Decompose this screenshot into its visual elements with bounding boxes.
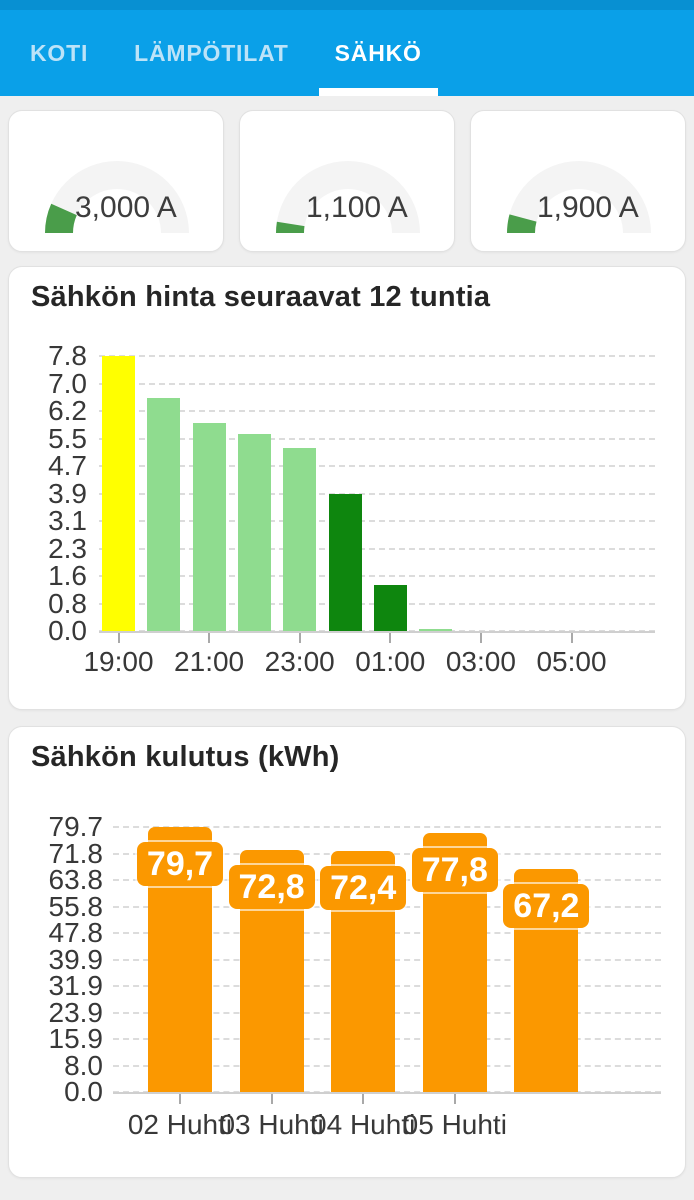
bar-value-badge: 72,4 — [320, 866, 407, 911]
x-axis-tick — [117, 633, 120, 643]
x-axis-tick — [179, 1094, 181, 1104]
gauge-card-2[interactable]: 1,100 A — [239, 110, 455, 252]
bar-value-badge: 67,2 — [503, 883, 590, 928]
active-tab-indicator — [319, 88, 438, 96]
x-axis-tick — [208, 633, 211, 643]
consumption-chart-card: Sähkön kulutus (kWh) 79.7 71.8 63.8 55.8 47.… — [8, 726, 686, 1178]
y-axis-label: 47.8 — [48, 917, 104, 948]
gauge-value: 3,000 A — [75, 191, 177, 224]
y-axis-label: 0.0 — [64, 1076, 103, 1107]
x-axis-label: 03 Huhti — [219, 1109, 324, 1140]
x-axis-tick — [453, 1094, 456, 1104]
y-axis-label: 39.9 — [48, 943, 104, 975]
x-axis-tick — [570, 633, 573, 643]
y-axis-label: 8.0 — [64, 1049, 103, 1081]
gauge-card-3[interactable]: 1,900 A — [470, 110, 686, 252]
y-axis-label: 7.8 — [48, 340, 87, 371]
y-axis-label: 0.0 — [48, 615, 87, 646]
price-bar-00:00 — [328, 493, 362, 631]
price-chart-card: Sähkön hinta seuraavat 12 tuntia 7.8 7.0 6… — [8, 266, 686, 710]
status-bar — [0, 0, 694, 10]
app-header: KOTI LÄMPÖTILAT SÄHKÖ — [0, 0, 694, 96]
gauge-arc — [276, 161, 420, 233]
consumption-chart-plot: 79.7 71.8 63.8 55.8 47.8 39.9 31.9 23.9 15.9 8.0 0… — [9, 727, 685, 1177]
gridline — [99, 575, 655, 577]
y-axis-label: 63.8 — [48, 864, 104, 895]
tab-koti[interactable]: KOTI — [30, 39, 89, 66]
price-bar-23:00 — [283, 447, 317, 631]
price-bar-21:00 — [192, 422, 226, 631]
tab-bar: KOTI LÄMPÖTILAT SÄHKÖ — [0, 10, 694, 96]
gridline — [99, 547, 655, 550]
gauge-value: 1,100 A — [306, 191, 408, 224]
gridline — [99, 355, 655, 357]
x-axis-label: 01:00 — [355, 646, 426, 677]
y-axis-label: 5.5 — [48, 422, 87, 454]
gauge-card-1[interactable]: 3,000 A — [8, 110, 224, 252]
y-axis-label: 6.2 — [48, 395, 87, 426]
gridline — [113, 826, 661, 828]
y-axis-label: 23.9 — [48, 996, 104, 1028]
price-bar-02:00 — [419, 629, 453, 631]
x-axis-line — [113, 1092, 661, 1094]
tab-sahko[interactable]: SÄHKÖ — [334, 39, 422, 66]
gauge-value: 1,900 A — [537, 191, 639, 224]
y-axis-label: 31.9 — [48, 970, 104, 1001]
gridline — [99, 410, 655, 412]
bar-value-badge: 72,8 — [228, 864, 315, 909]
gauge-arc — [44, 161, 189, 233]
y-axis-label: 15.9 — [48, 1023, 104, 1054]
tab-lampotilat[interactable]: LÄMPÖTILAT — [134, 39, 289, 66]
y-axis-label: 7.0 — [48, 367, 87, 399]
x-axis-label: 21:00 — [174, 646, 245, 677]
gridline — [99, 465, 655, 467]
y-axis-label: 4.7 — [48, 450, 87, 481]
x-axis-tick — [362, 1094, 365, 1104]
gridline — [99, 437, 655, 440]
y-axis-label: 55.8 — [48, 890, 104, 922]
y-axis-label: 2.3 — [48, 532, 87, 564]
gauge-row: 3,000 A 1,100 A 1,900 A — [8, 110, 686, 252]
price-bar-22:00 — [237, 433, 271, 631]
x-axis-line — [99, 631, 655, 633]
x-axis-tick — [389, 633, 392, 643]
gridline — [99, 520, 655, 522]
x-axis-label: 03:00 — [445, 646, 516, 677]
y-axis-label: 1.6 — [48, 560, 87, 591]
y-axis-label: 3.9 — [48, 477, 87, 509]
gridline — [99, 492, 655, 495]
x-axis-label: 23:00 — [264, 646, 335, 677]
price-bar-20:00 — [147, 398, 181, 631]
y-axis-label: 0.8 — [48, 587, 87, 619]
y-axis-label: 79.7 — [48, 811, 104, 842]
price-bar-01:00 — [373, 585, 407, 631]
x-axis-tick — [298, 633, 301, 643]
gridline — [99, 382, 655, 385]
x-axis-label: 02 Huhti — [127, 1109, 233, 1140]
price-chart-title: Sähkön hinta seuraavat 12 tuntia — [31, 281, 491, 313]
gauge-arc — [507, 161, 651, 233]
price-bar-19:00 — [102, 356, 135, 631]
x-axis-tick — [270, 1094, 273, 1104]
bar-value-badge: 77,8 — [411, 848, 498, 893]
y-axis-label: 71.8 — [48, 837, 104, 869]
consumption-chart-title: Sähkön kulutus (kWh) — [31, 741, 340, 773]
price-chart-plot: 7.8 7.0 6.2 5.5 4.7 3.9 3.1 2.3 1.6 0.8 0.0 19:00 21… — [9, 267, 685, 709]
x-axis-label: 05 Huhti — [402, 1109, 507, 1140]
x-axis-tick — [479, 633, 482, 643]
x-axis-label: 04 Huhti — [311, 1109, 416, 1140]
x-axis-label: 05:00 — [536, 646, 607, 677]
y-axis-label: 3.1 — [48, 505, 87, 536]
x-axis-label: 19:00 — [83, 646, 154, 677]
bar-value-badge: 79,7 — [137, 842, 223, 886]
